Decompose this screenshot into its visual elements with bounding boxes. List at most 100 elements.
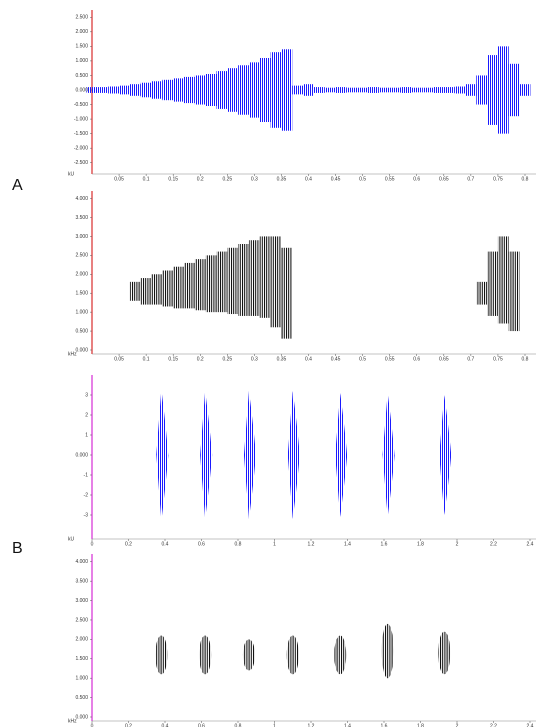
- y-tick-label: 1.000: [75, 676, 88, 682]
- waveform-segment: [368, 87, 379, 93]
- y-tick-label: 1.000: [75, 309, 88, 315]
- waveform-segment: [346, 87, 358, 93]
- y-axis-label: kU: [68, 171, 75, 177]
- x-tick-label: 0.55: [385, 356, 395, 362]
- waveform-segment: [432, 87, 444, 93]
- waveform-segment: [303, 84, 314, 96]
- x-tick-label: 1: [273, 723, 276, 727]
- x-tick-label: 0.6: [413, 356, 420, 362]
- y-tick-label: 1.500: [75, 291, 88, 297]
- waveform-segment: [508, 63, 520, 117]
- syllable: [199, 635, 212, 675]
- x-tick-label: 2: [456, 541, 459, 547]
- x-tick-label: 0.55: [385, 176, 395, 182]
- spectrogram-frame: [205, 255, 217, 313]
- waveform-segment: [140, 82, 152, 98]
- y-tick-label: 3: [85, 392, 88, 398]
- spectrogram-frame: [140, 278, 152, 305]
- waveform-segment: [108, 86, 120, 94]
- pulse: [439, 395, 452, 515]
- waveform-segment: [205, 74, 217, 106]
- x-tick-label: 1: [273, 541, 276, 547]
- y-tick-label: 2.000: [75, 29, 88, 35]
- y-tick-label: 2.000: [75, 637, 88, 643]
- x-tick-label: 1.6: [381, 723, 388, 727]
- x-tick-label: 2.4: [527, 723, 534, 727]
- waveform-segment: [238, 65, 249, 115]
- spectrogram-frame: [162, 270, 174, 307]
- x-tick-label: 1.2: [308, 541, 315, 547]
- spectrogram-frame: [151, 274, 163, 305]
- x-tick-label: 1.6: [381, 541, 388, 547]
- pulse: [335, 393, 348, 517]
- spectrogram-frame: [194, 259, 206, 311]
- spectrogram-frame: [476, 281, 488, 305]
- x-tick-label: 0.8: [522, 356, 529, 362]
- x-tick-label: 0.2: [197, 356, 204, 362]
- y-tick-label: 3.500: [75, 215, 88, 221]
- x-tick-label: 0.3: [251, 356, 258, 362]
- spectrogram-frame: [259, 236, 271, 318]
- y-tick-label: -2: [84, 492, 89, 498]
- x-tick-label: 1.4: [344, 541, 351, 547]
- x-tick-label: 0.4: [305, 356, 312, 362]
- y-tick-label: -1.500: [74, 131, 88, 137]
- panel-label: A: [12, 177, 23, 194]
- spectrogram-frame: [508, 251, 520, 332]
- waveform-segment: [292, 85, 304, 95]
- syllable: [286, 635, 299, 675]
- spectrogram-frame: [173, 266, 185, 309]
- y-tick-label: 2.000: [75, 272, 88, 278]
- spectrogram-frame: [184, 262, 195, 309]
- y-tick-label: 2.500: [75, 617, 88, 623]
- x-tick-label: 1.8: [417, 541, 424, 547]
- waveform-segment: [227, 68, 239, 112]
- x-tick-label: 0.7: [467, 176, 474, 182]
- y-tick-label: 0.000: [75, 347, 88, 353]
- waveform-segment: [259, 58, 271, 122]
- waveform-segment: [454, 86, 466, 94]
- pulse: [243, 391, 256, 519]
- y-tick-label: 0.000: [75, 87, 88, 93]
- spectrogram-frame: [270, 236, 282, 328]
- x-tick-label: 0.8: [235, 723, 242, 727]
- y-tick-label: 2.500: [75, 253, 88, 259]
- waveform-segment: [86, 87, 98, 93]
- waveform-segment: [281, 49, 293, 131]
- y-tick-label: -2.500: [74, 160, 88, 166]
- x-tick-label: 0.6: [198, 541, 205, 547]
- pulse: [156, 389, 169, 521]
- x-tick-label: 0.75: [493, 176, 503, 182]
- x-tick-label: 0.4: [162, 723, 169, 727]
- x-tick-label: 0.7: [467, 356, 474, 362]
- spectrogram-frame: [497, 236, 509, 324]
- waveform-segment: [519, 84, 531, 96]
- x-tick-label: 0.6: [413, 176, 420, 182]
- waveform-segment: [184, 76, 195, 104]
- x-tick-label: 0.05: [114, 176, 124, 182]
- y-tick-label: 3.000: [75, 234, 88, 240]
- y-tick-label: -2.000: [74, 146, 88, 152]
- pulse: [200, 391, 213, 519]
- waveform-segment: [378, 87, 390, 93]
- waveform-segment: [357, 87, 369, 93]
- spectrogram-frame: [248, 240, 260, 316]
- waveform-segment: [216, 71, 228, 109]
- spectrogram-frame: [129, 281, 141, 301]
- x-tick-label: 0.2: [125, 723, 132, 727]
- waveform-segment: [465, 84, 477, 96]
- x-tick-label: 0.4: [162, 541, 169, 547]
- x-tick-label: 2.4: [527, 541, 534, 547]
- y-tick-label: 1.500: [75, 44, 88, 50]
- y-tick-label: 1.000: [75, 58, 88, 64]
- x-tick-label: 0.8: [522, 176, 529, 182]
- x-tick-label: 0.45: [331, 356, 341, 362]
- waveform-segment: [151, 81, 163, 99]
- panel-label: B: [12, 540, 23, 557]
- waveform-segment: [411, 87, 423, 93]
- waveform-segment: [270, 52, 282, 128]
- waveform-segment: [497, 46, 509, 134]
- x-tick-label: 0.25: [222, 176, 232, 182]
- y-tick-label: 3.500: [75, 578, 88, 584]
- y-tick-label: 0.500: [75, 695, 88, 701]
